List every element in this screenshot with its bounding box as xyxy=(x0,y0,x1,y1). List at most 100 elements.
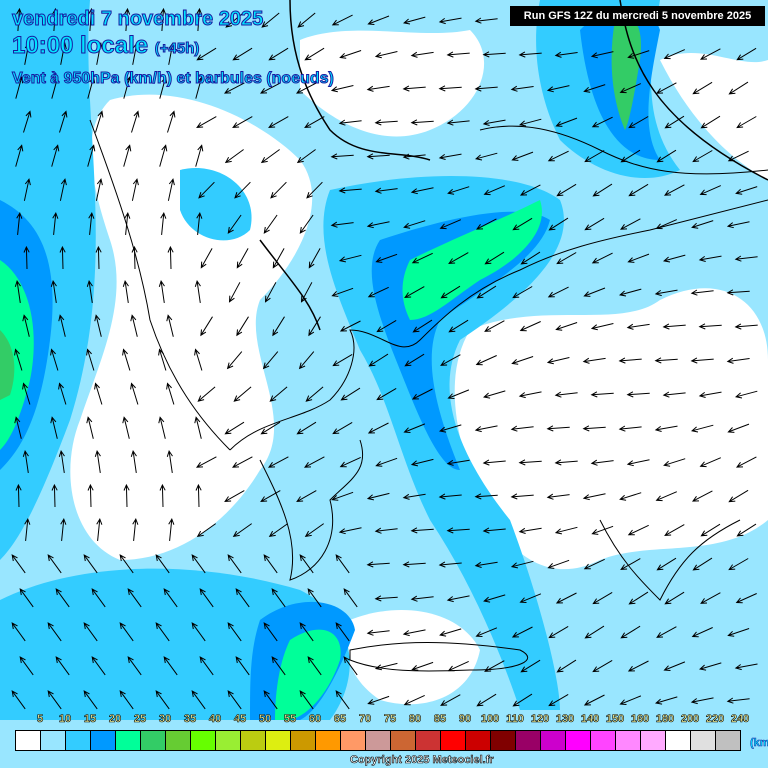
wind-arrow xyxy=(330,85,354,93)
wind-arrow xyxy=(726,221,750,229)
wind-arrow xyxy=(582,425,606,432)
wind-arrow xyxy=(699,662,722,671)
legend-label: 220 xyxy=(705,713,725,726)
wind-arrow xyxy=(195,456,217,468)
wind-arrow xyxy=(127,656,142,676)
wind-arrow xyxy=(692,557,713,571)
wind-arrow xyxy=(520,251,541,265)
wind-arrow xyxy=(194,348,203,371)
wind-arrow xyxy=(583,287,606,297)
wind-arrow xyxy=(55,588,70,608)
wind-arrow xyxy=(263,690,278,710)
wind-arrow xyxy=(655,219,677,230)
legend-swatch xyxy=(391,731,416,750)
local-time: 10:00 locale xyxy=(11,32,149,60)
wind-arrow xyxy=(223,82,245,94)
wind-arrow xyxy=(548,693,569,707)
wind-arrow xyxy=(474,425,498,433)
wind-arrow xyxy=(59,110,68,133)
wind-arrow xyxy=(483,390,506,399)
wind-arrow xyxy=(556,659,577,673)
wind-arrow xyxy=(130,314,138,337)
wind-arrow xyxy=(232,47,253,61)
wind-arrow xyxy=(366,561,390,568)
wind-arrow xyxy=(11,690,26,710)
wind-arrow xyxy=(260,421,281,435)
wind-arrow xyxy=(119,622,134,642)
wind-arrow xyxy=(482,51,506,58)
wind-arrow xyxy=(402,629,426,637)
wind-arrow xyxy=(410,595,434,602)
legend-swatch xyxy=(691,731,716,750)
wind-arrow xyxy=(548,625,569,639)
wind-arrow xyxy=(626,391,650,398)
wind-arrow xyxy=(590,391,614,398)
wind-arrow xyxy=(404,286,425,298)
wind-arrow xyxy=(191,622,206,642)
wind-arrow xyxy=(620,625,641,639)
wind-arrow xyxy=(50,279,57,303)
wind-arrow xyxy=(86,416,94,439)
wind-arrow xyxy=(439,219,461,230)
wind-arrow xyxy=(519,184,541,196)
legend-swatch xyxy=(616,731,641,750)
wind-arrow xyxy=(331,14,353,26)
wind-arrow xyxy=(699,185,721,196)
wind-arrow xyxy=(166,382,175,405)
wind-arrow xyxy=(664,115,685,129)
wind-arrow xyxy=(520,659,541,673)
wind-arrow xyxy=(726,357,750,364)
wind-arrow xyxy=(482,459,506,466)
legend-label: 130 xyxy=(555,713,575,726)
wind-arrow xyxy=(167,110,176,133)
wind-arrow xyxy=(483,594,506,603)
wind-arrow xyxy=(339,456,361,468)
wind-arrow xyxy=(727,423,750,433)
wind-arrow xyxy=(618,357,642,364)
wind-arrow xyxy=(224,490,245,502)
wind-arrow xyxy=(330,153,354,160)
wind-arrow xyxy=(476,693,497,707)
wind-arrow xyxy=(196,7,203,32)
wind-arrow xyxy=(626,459,650,467)
wind-arrow xyxy=(235,656,250,676)
wind-arrow xyxy=(168,517,175,541)
wind-arrow xyxy=(474,17,498,24)
legend-label: 25 xyxy=(133,713,147,726)
wind-arrow xyxy=(299,622,314,642)
wind-arrow xyxy=(231,456,253,468)
wind-arrow xyxy=(299,690,314,710)
wind-arrow xyxy=(402,85,426,92)
legend-label: 40 xyxy=(208,713,222,726)
wind-arrow xyxy=(160,211,167,235)
wind-arrow xyxy=(88,7,95,32)
wind-arrow xyxy=(728,81,749,95)
wind-arrow xyxy=(518,527,542,534)
wind-arrow xyxy=(654,357,678,364)
wind-arrow xyxy=(475,627,498,637)
legend-swatch xyxy=(716,731,740,750)
wind-arrow xyxy=(663,661,686,671)
wind-arrow xyxy=(590,323,614,331)
wind-arrow xyxy=(698,391,722,398)
wind-arrow xyxy=(474,561,498,568)
wind-arrow xyxy=(734,663,758,671)
wind-arrow xyxy=(86,279,93,303)
wind-arrow xyxy=(591,252,613,264)
wind-arrow xyxy=(555,592,577,604)
wind-arrow xyxy=(224,149,244,164)
wind-arrow xyxy=(728,558,749,571)
wind-arrow xyxy=(519,321,541,332)
wind-arrow xyxy=(618,288,642,297)
wind-arrow xyxy=(484,660,505,672)
copyright: Copyright 2025 Meteociel.fr xyxy=(350,754,494,767)
wind-arrow xyxy=(627,524,649,536)
wind-arrow xyxy=(519,118,542,127)
wind-arrow xyxy=(583,694,605,706)
wind-arrow xyxy=(555,117,578,127)
wind-arrow xyxy=(438,153,462,160)
wind-arrow xyxy=(227,622,242,642)
wind-arrow xyxy=(446,51,470,58)
legend-swatch xyxy=(66,731,91,750)
wind-arrow xyxy=(331,491,354,501)
